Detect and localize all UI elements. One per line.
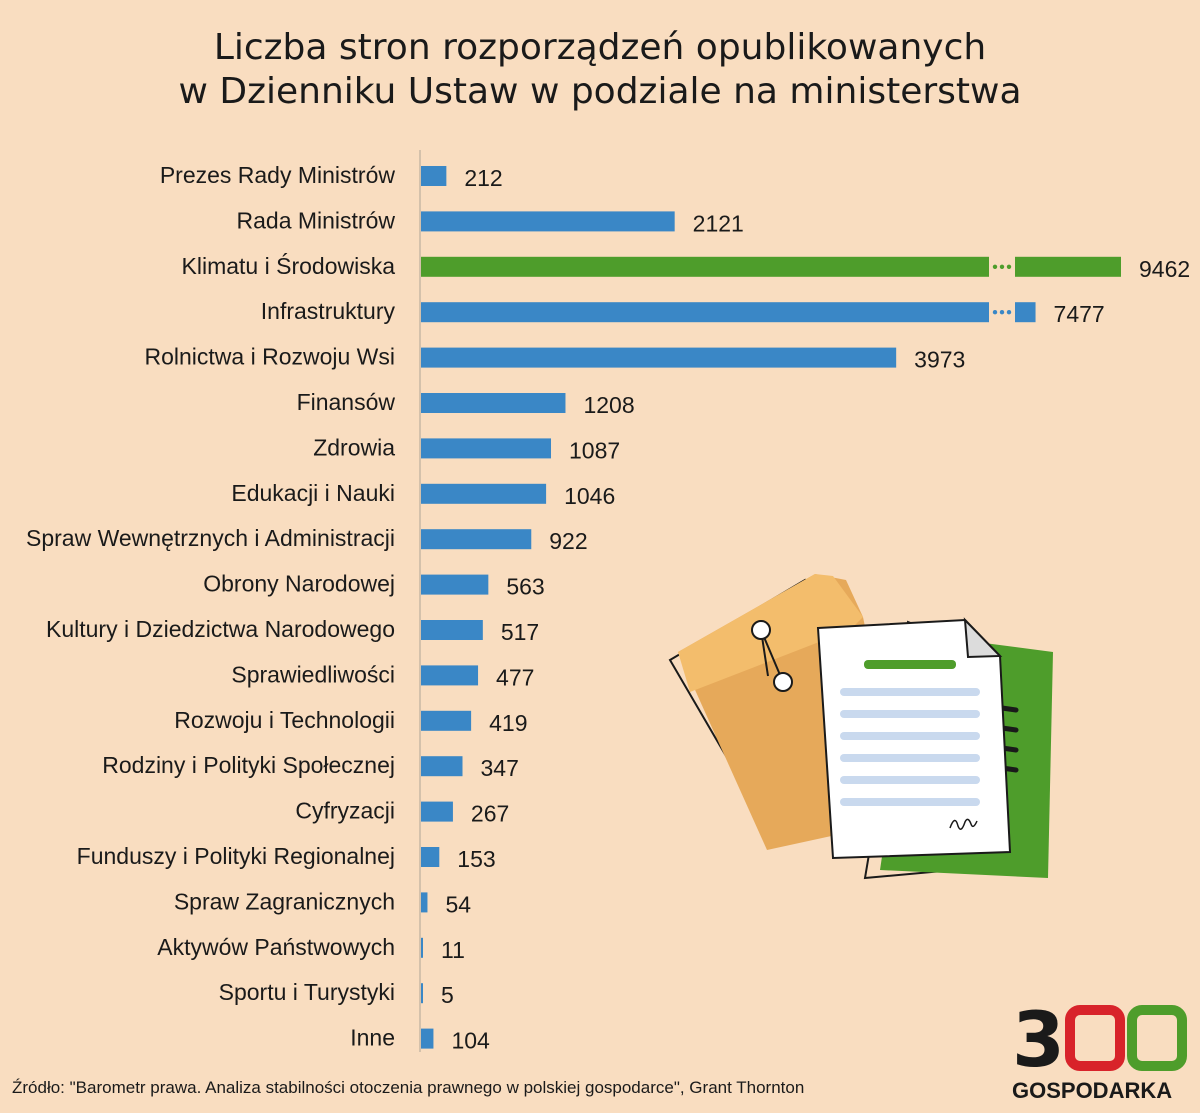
data-label: 153 — [457, 846, 495, 872]
bar — [421, 302, 989, 323]
category-label: Aktywów Państwowych — [157, 934, 395, 960]
chart-title-line-2: w Dzienniku Ustaw w podziale na minister… — [178, 71, 1022, 112]
category-label: Sprawiedliwości — [231, 661, 395, 687]
bar-group: Prezes Rady Ministrów 212 Rada Ministrów 21… — [26, 150, 1190, 1054]
data-label: 419 — [489, 710, 527, 736]
axis-break-dot — [992, 310, 998, 315]
bar — [421, 937, 423, 958]
data-label: 922 — [549, 528, 587, 554]
data-label: 1046 — [564, 483, 615, 509]
category-label: Infrastruktury — [261, 298, 396, 324]
bar-continuation — [1015, 302, 1036, 323]
bar — [421, 801, 453, 822]
category-label: Spraw Zagranicznych — [174, 888, 395, 914]
data-label: 7477 — [1054, 301, 1105, 327]
chart-title: Liczba stron rozporządzeń opublikowanych… — [0, 26, 1200, 114]
category-label: Edukacji i Nauki — [231, 480, 395, 506]
source-note: Źródło: "Barometr prawa. Analiza stabiln… — [12, 1078, 805, 1097]
category-label: Rada Ministrów — [237, 207, 396, 233]
gospodarka-300-logo: 3 GOSPODARKA — [1012, 1004, 1187, 1103]
chart-title-line-1: Liczba stron rozporządzeń opublikowanych — [213, 27, 987, 68]
bar — [421, 393, 566, 413]
category-label: Inne — [350, 1025, 395, 1051]
data-label: 1087 — [569, 437, 620, 463]
data-label: 9462 — [1139, 256, 1190, 282]
bar — [421, 710, 472, 731]
bar — [421, 892, 428, 913]
bar — [421, 847, 440, 867]
bar — [421, 983, 423, 1004]
category-label: Cyfryzacji — [295, 798, 395, 824]
data-label: 2121 — [693, 210, 744, 236]
data-label: 5 — [441, 982, 454, 1008]
category-label: Kultury i Dziedzictwa Narodowego — [46, 616, 395, 642]
category-label: Rolnictwa i Rozwoju Wsi — [144, 344, 395, 370]
axis-break-dot — [1006, 310, 1012, 315]
bar — [421, 756, 463, 777]
data-label: 1208 — [583, 392, 634, 418]
category-label: Klimatu i Środowiska — [182, 252, 396, 279]
documents-illustration — [668, 574, 1053, 880]
data-label: 3973 — [914, 347, 965, 373]
axis-break-dot — [1006, 264, 1012, 269]
data-label: 563 — [506, 574, 544, 600]
logo-300-mark: 3 — [1012, 1004, 1187, 1084]
bar — [421, 574, 489, 595]
category-label: Rodziny i Polityki Społecznej — [102, 752, 395, 778]
bar — [421, 1028, 434, 1049]
axis-break-dot — [999, 310, 1005, 315]
bar-continuation — [1015, 256, 1121, 277]
category-label: Prezes Rady Ministrów — [160, 162, 396, 188]
bar — [421, 483, 547, 504]
data-label: 517 — [501, 619, 539, 645]
category-label: Spraw Wewnętrznych i Administracji — [26, 525, 395, 551]
data-label: 11 — [441, 937, 465, 963]
document-with-signature-icon — [816, 617, 1012, 860]
bar — [421, 211, 675, 232]
data-label: 54 — [445, 891, 471, 917]
bar — [421, 438, 552, 459]
category-label: Funduszy i Polityki Regionalnej — [77, 843, 395, 869]
svg-text:3: 3 — [1012, 1004, 1065, 1084]
bar — [421, 256, 989, 277]
data-label: 212 — [464, 165, 502, 191]
bar — [421, 529, 532, 550]
data-label: 477 — [496, 664, 534, 690]
bar — [421, 665, 479, 686]
axis-break-dot — [992, 264, 998, 269]
logo-text: GOSPODARKA — [1012, 1078, 1172, 1103]
data-label: 347 — [481, 755, 519, 781]
axis-break-dot — [999, 264, 1005, 269]
category-label: Obrony Narodowej — [203, 571, 395, 597]
data-label: 267 — [471, 801, 509, 827]
bar — [421, 620, 483, 640]
bar — [421, 166, 447, 186]
category-label: Finansów — [297, 389, 396, 415]
category-label: Sportu i Turystyki — [219, 979, 395, 1005]
bar — [421, 347, 897, 368]
category-label: Rozwoju i Technologii — [174, 707, 395, 733]
data-label: 104 — [451, 1028, 490, 1054]
category-label: Zdrowia — [313, 434, 395, 460]
